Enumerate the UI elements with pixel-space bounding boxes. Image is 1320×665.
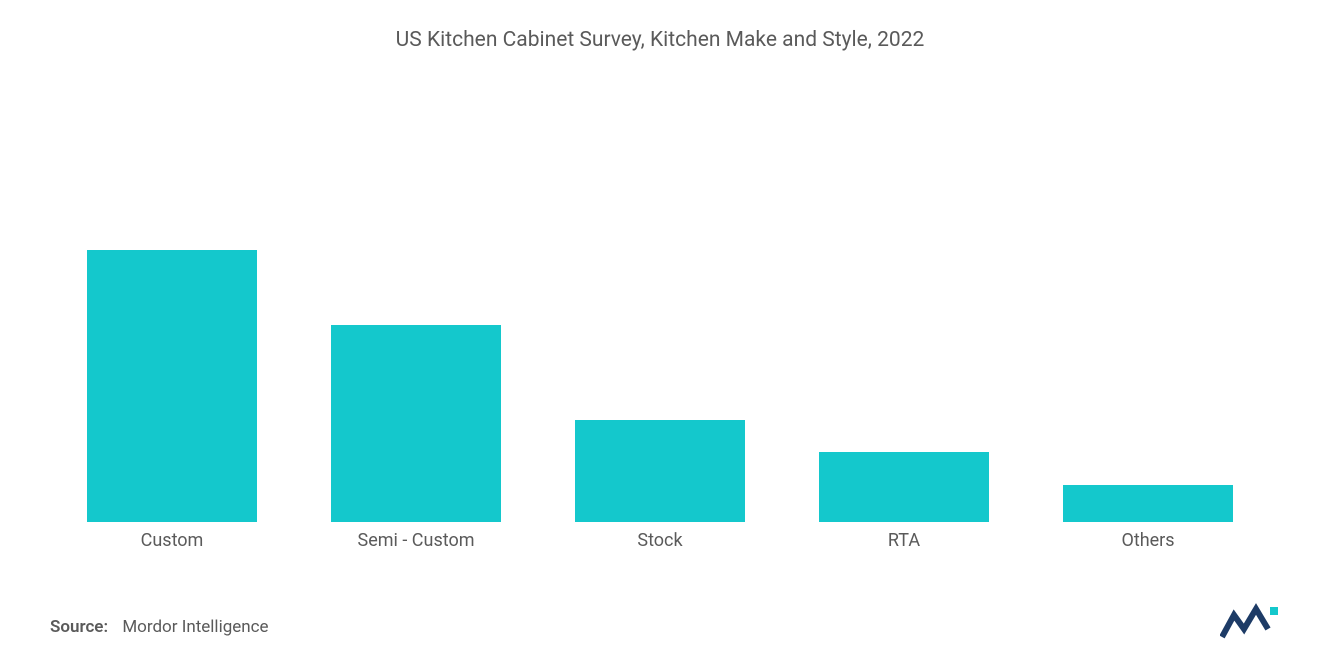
source-attribution: Source: Mordor Intelligence	[50, 617, 269, 637]
bar-wrap-semi-custom	[294, 62, 538, 522]
xlabel-stock: Stock	[538, 530, 782, 551]
bar-wrap-stock	[538, 62, 782, 522]
source-label: Source:	[50, 617, 108, 637]
xlabel-others: Others	[1026, 530, 1270, 551]
chart-plot-area	[50, 62, 1270, 522]
xlabel-custom: Custom	[50, 530, 294, 551]
bar-others	[1063, 485, 1233, 522]
bar-wrap-rta	[782, 62, 1026, 522]
xlabel-rta: RTA	[782, 530, 1026, 551]
x-axis-labels: Custom Semi - Custom Stock RTA Others	[50, 530, 1270, 551]
mordor-logo-icon	[1220, 603, 1280, 643]
chart-container: US Kitchen Cabinet Survey, Kitchen Make …	[0, 0, 1320, 665]
chart-title: US Kitchen Cabinet Survey, Kitchen Make …	[50, 28, 1270, 52]
bar-custom	[87, 250, 257, 522]
bar-rta	[819, 452, 989, 522]
xlabel-semi-custom: Semi - Custom	[294, 530, 538, 551]
source-text: Mordor Intelligence	[122, 617, 268, 637]
bar-wrap-others	[1026, 62, 1270, 522]
bar-wrap-custom	[50, 62, 294, 522]
bar-stock	[575, 420, 745, 522]
bar-semi-custom	[331, 325, 501, 522]
